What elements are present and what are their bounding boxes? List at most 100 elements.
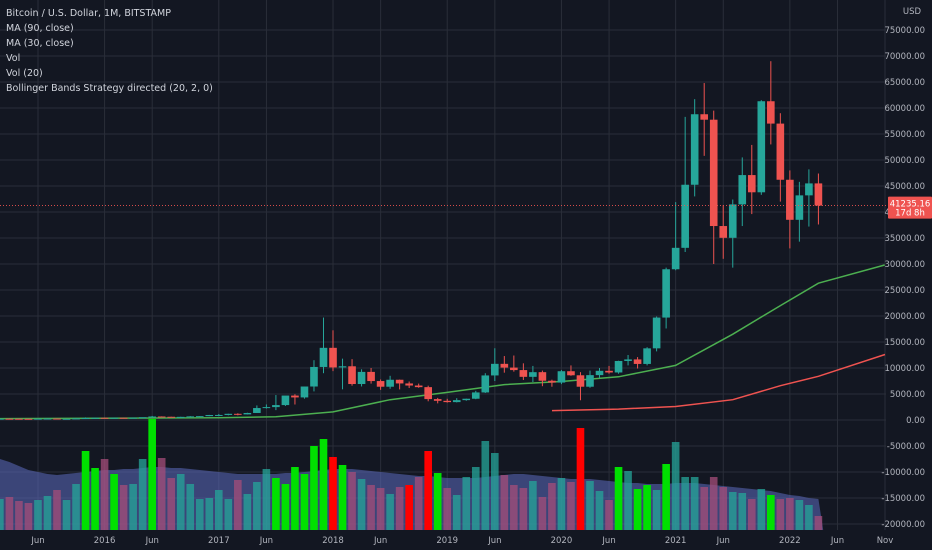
volume-bar [548, 483, 556, 530]
candle-body [129, 417, 137, 419]
volume-bar [500, 475, 509, 530]
moving-averages [0, 264, 886, 420]
ma-90-line [0, 264, 885, 420]
candle-body [62, 418, 71, 420]
volume-bar [424, 451, 432, 530]
volume-bar [405, 485, 413, 530]
candle-body [719, 226, 728, 238]
candle-body [814, 183, 823, 206]
volume-bar [157, 458, 166, 530]
volume-bar [100, 459, 109, 530]
time-tick-label: Jun [373, 536, 387, 546]
price-tick-label: 35000.00 [884, 234, 925, 244]
volume-bar [329, 457, 337, 530]
price-tick-label: 70000.00 [884, 52, 925, 62]
price-tick-label: 25000.00 [884, 286, 925, 296]
time-tick-label: 2020 [551, 536, 573, 546]
volume-bar [471, 467, 480, 530]
time-tick-label: 2019 [436, 536, 458, 546]
symbol-title[interactable]: Bitcoin / U.S. Dollar, 1M, BITSTAMP [6, 8, 171, 19]
candle-body [462, 398, 471, 401]
volume-bar [310, 446, 318, 530]
indicator-vol[interactable]: Vol [6, 53, 21, 64]
currency-label: USD [903, 7, 922, 17]
candle-body [376, 381, 385, 387]
candle-body [709, 119, 718, 227]
price-tick-label: 45000.00 [884, 182, 925, 192]
volume-bar [395, 487, 404, 530]
volume-bar [671, 442, 680, 530]
volume-bar [281, 484, 290, 530]
candle-body [471, 392, 480, 399]
volume-bar [767, 495, 775, 530]
indicator-bollinger[interactable]: Bollinger Bands Strategy directed (20, 2… [6, 83, 213, 94]
volume-bar [462, 477, 471, 530]
candle-body [234, 413, 242, 415]
volume-bar [652, 490, 661, 530]
ma-30-line [551, 353, 886, 412]
candle-body [567, 371, 575, 376]
price-tick-label: 65000.00 [884, 78, 925, 88]
volume-bar [195, 499, 204, 530]
volume-bar [433, 473, 442, 530]
volume-bar [348, 472, 356, 530]
candle-body [747, 175, 756, 193]
volume-bar [138, 459, 147, 530]
candle-body [424, 387, 432, 400]
candle-body [805, 183, 813, 196]
volume-bar [110, 474, 118, 530]
candle-body [148, 416, 156, 418]
time-axis[interactable]: Jun 2016 Jun 2017 Jun 2018 Jun 2019 Jun 2020 Jun 20… [30, 536, 893, 546]
price-tick-label: 50000.00 [884, 156, 925, 166]
volume-bar [557, 478, 566, 530]
candle-body [110, 417, 118, 419]
volume-bar [386, 494, 394, 530]
price-axis[interactable]: USD 75000.00 70000.00 65000.00 60000.00 55000… [881, 7, 925, 530]
time-tick-label: 2018 [322, 536, 344, 546]
candle-body [786, 179, 794, 220]
indicator-vol-20[interactable]: Vol (20) [6, 68, 43, 79]
volume-bar [452, 495, 461, 530]
volume-bar [643, 485, 651, 530]
candle-body [138, 417, 147, 419]
volume-bar [757, 489, 766, 530]
volume-bar [148, 419, 156, 530]
volume-bar [81, 451, 90, 530]
volume-bar [529, 481, 537, 530]
price-tick-label: 75000.00 [884, 26, 925, 36]
candle-body [224, 413, 233, 415]
last-price-value: 41235.16 [890, 200, 931, 210]
time-tick-label: Jun [601, 536, 615, 546]
candle-body [81, 418, 90, 420]
candle-body [119, 417, 128, 419]
price-tick-label: -15000.00 [881, 494, 925, 504]
volume-bar [224, 499, 233, 530]
volume-bar [167, 478, 176, 530]
volume-bar [567, 482, 575, 530]
candle-body [633, 359, 642, 364]
volume-bar [186, 484, 195, 530]
candle-body [557, 371, 566, 383]
time-tick-label: 2021 [665, 536, 687, 546]
candle-body [214, 414, 223, 416]
volume-bar [262, 469, 271, 530]
candle-body [5, 418, 14, 420]
time-tick-label: Jun [487, 536, 501, 546]
volume-bar [519, 488, 528, 530]
volume-bar [738, 493, 747, 530]
candle-body [414, 385, 423, 388]
indicator-ma30[interactable]: MA (30, close) [6, 38, 74, 49]
indicator-ma90[interactable]: MA (90, close) [6, 23, 74, 34]
price-tick-label: 0.00 [906, 416, 925, 426]
volume-bar [795, 500, 804, 530]
candle-body [395, 379, 404, 384]
time-tick-label: 2017 [208, 536, 230, 546]
price-tick-label: 5000.00 [890, 390, 925, 400]
candle-body [757, 101, 766, 193]
chart-legend: Bitcoin / U.S. Dollar, 1M, BITSTAMP MA (… [6, 6, 213, 96]
time-tick-label: 2022 [779, 536, 801, 546]
volume-bar [443, 488, 452, 530]
volume-bar [586, 481, 594, 530]
